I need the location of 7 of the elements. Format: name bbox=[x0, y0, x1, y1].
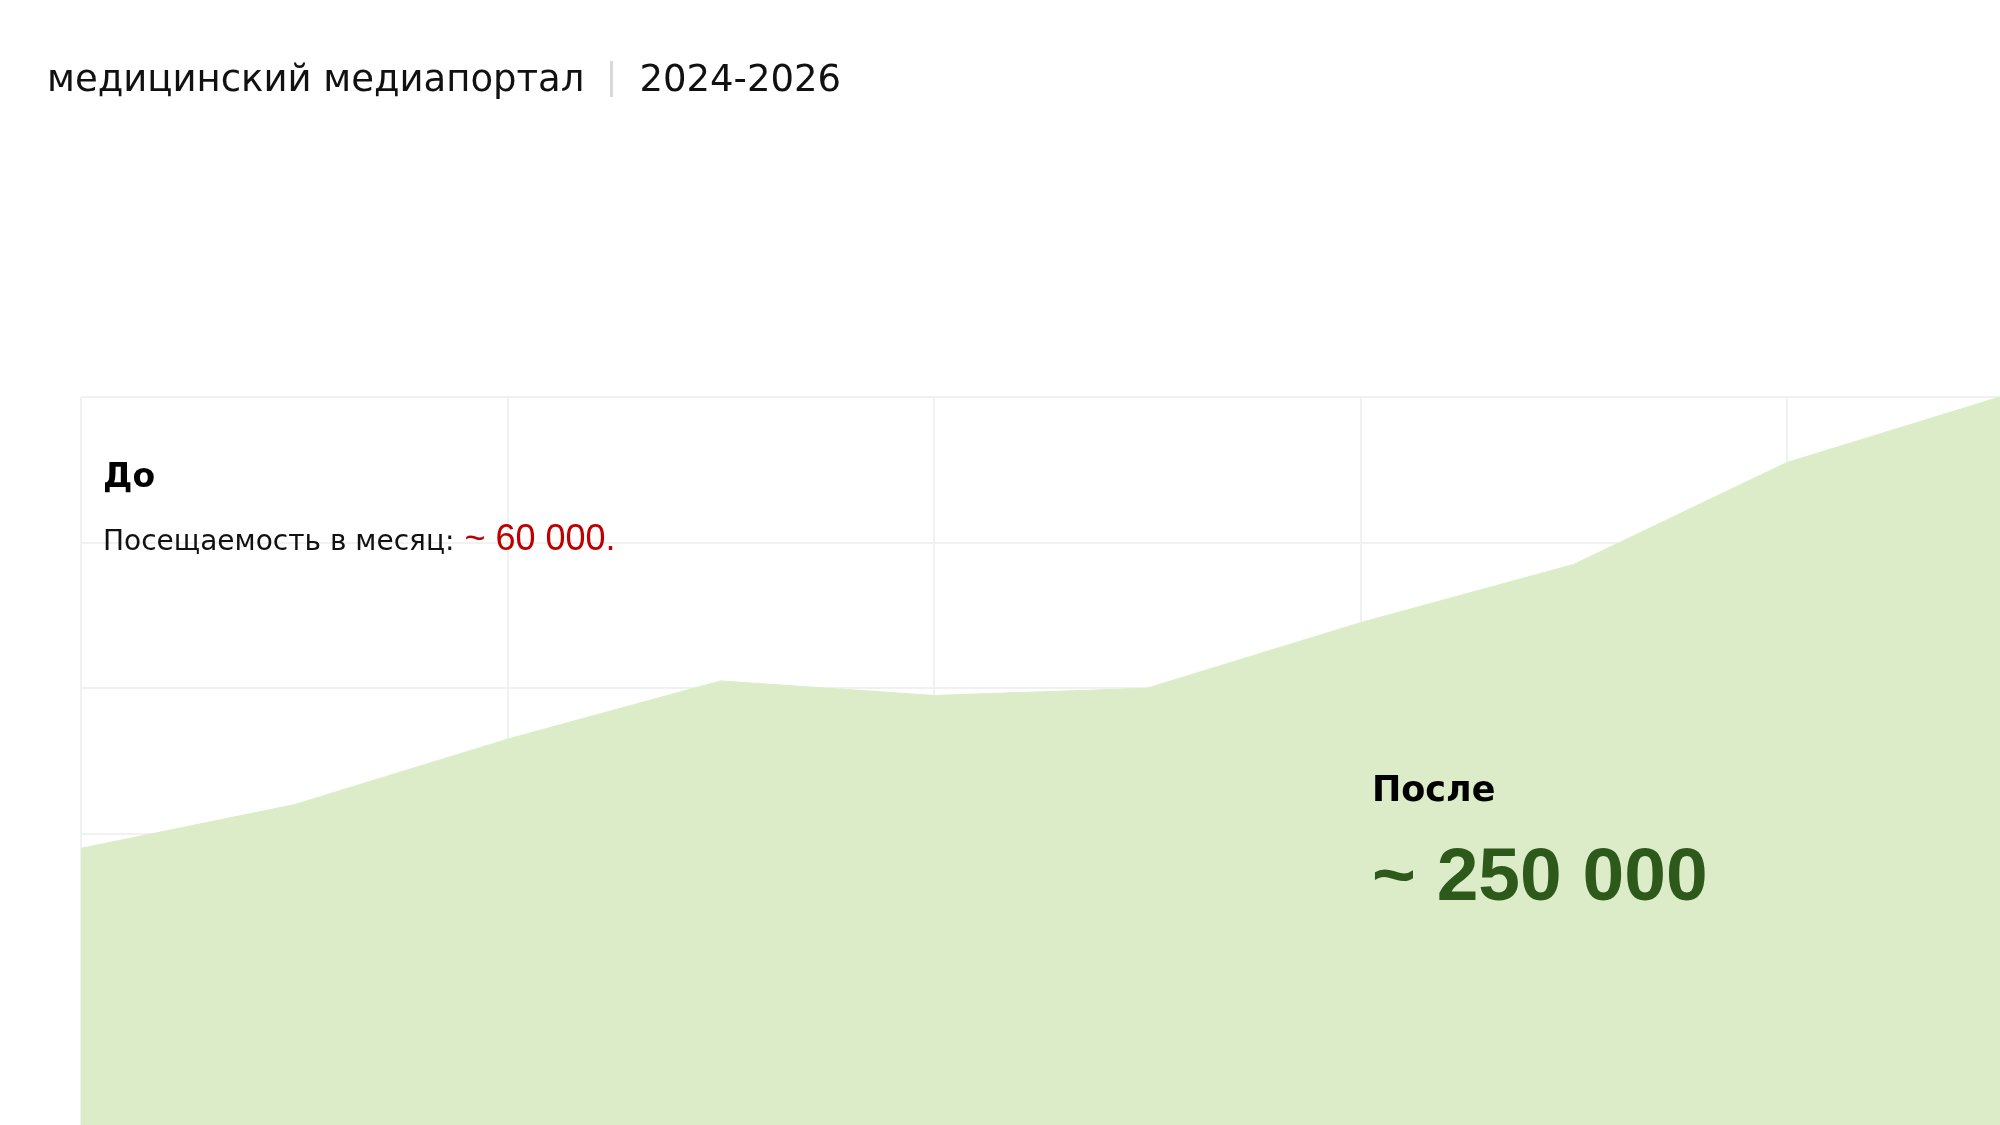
annotation: Посещаемость в месяц: bbox=[103, 524, 455, 557]
chart-title: медицинский медиапортал bbox=[47, 57, 585, 100]
annotation: После bbox=[1372, 769, 1496, 809]
annotation: ~ 250 000 bbox=[1372, 831, 1708, 917]
chart-subtitle: 2024-2026 bbox=[639, 57, 842, 100]
annotation: До bbox=[103, 456, 156, 495]
annotation: ~ 60 000. bbox=[464, 517, 616, 559]
